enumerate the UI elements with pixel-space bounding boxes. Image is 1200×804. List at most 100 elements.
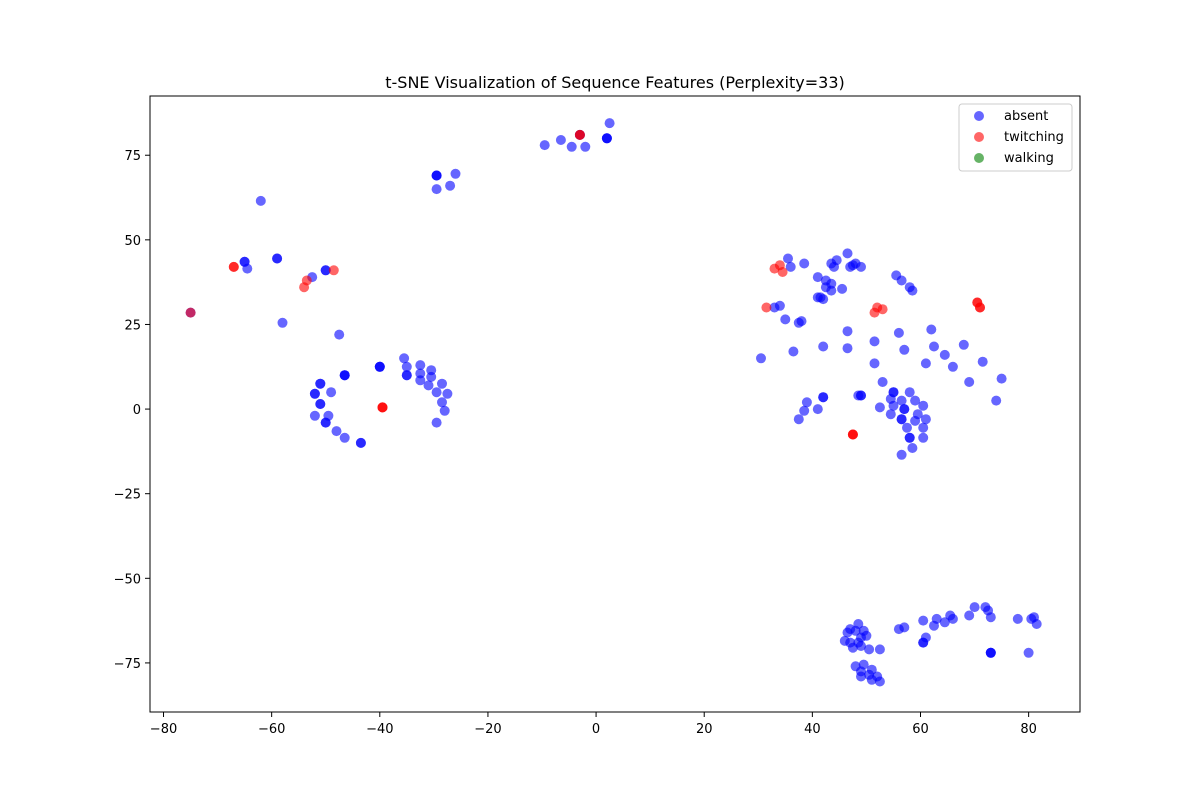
point-absent	[866, 664, 877, 675]
point-absent	[799, 405, 810, 416]
y-tick-label: −25	[114, 488, 141, 503]
x-tick-label: 60	[912, 722, 929, 737]
point-absent	[902, 422, 912, 433]
point-absent	[818, 392, 829, 403]
legend-label-twitching: twitching	[1004, 130, 1064, 145]
point-absent	[783, 253, 793, 264]
point-absent	[255, 195, 266, 206]
x-axis: −80 −60 −40 −20 0 20 40 60 80	[150, 712, 1037, 737]
point-absent	[918, 432, 929, 443]
point-absent	[423, 380, 434, 391]
point-absent	[326, 387, 337, 398]
point-absent	[785, 261, 796, 272]
point-absent	[539, 140, 550, 151]
point-absent	[874, 644, 885, 655]
point-absent	[899, 404, 910, 415]
point-absent	[339, 432, 350, 443]
point-absent	[445, 180, 456, 191]
point-absent	[320, 265, 331, 276]
chart-title: t-SNE Visualization of Sequence Features…	[385, 73, 844, 92]
point-absent	[856, 641, 866, 651]
y-tick-label: −50	[114, 572, 141, 587]
point-absent	[756, 353, 766, 364]
point-twitching	[377, 402, 388, 413]
point-absent	[439, 405, 450, 416]
y-tick-label: 25	[124, 318, 141, 333]
point-absent	[893, 327, 904, 338]
point-twitching	[847, 429, 858, 440]
legend-box	[958, 103, 1073, 172]
point-absent	[896, 449, 907, 460]
legend-label-walking: walking	[1004, 151, 1054, 166]
point-absent	[812, 272, 823, 283]
point-absent	[985, 647, 996, 658]
points-layer	[185, 118, 1042, 687]
point-absent	[920, 632, 931, 643]
point-absent	[920, 414, 931, 425]
point-absent	[969, 602, 980, 613]
point-absent	[788, 346, 799, 357]
point-absent	[896, 395, 907, 406]
legend-marker-absent	[974, 111, 984, 121]
point-absent	[874, 676, 885, 687]
point-absent	[415, 375, 426, 386]
point-absent	[812, 404, 823, 415]
point-twitching	[877, 304, 888, 315]
x-tick-label: 40	[804, 722, 821, 737]
point-twitching	[975, 302, 985, 313]
y-tick-label: 75	[124, 149, 141, 164]
point-absent	[309, 388, 320, 399]
point-absent	[939, 617, 950, 628]
point-absent	[604, 118, 615, 129]
point-absent	[977, 356, 988, 367]
point-absent	[842, 343, 853, 354]
point-absent	[555, 135, 566, 145]
point-absent	[896, 275, 907, 286]
point-absent	[918, 400, 929, 411]
legend-marker-twitching	[974, 132, 984, 142]
point-absent	[926, 324, 937, 335]
point-absent	[309, 410, 320, 421]
x-tick-label: −20	[474, 722, 501, 737]
x-tick-label: 0	[592, 722, 600, 737]
point-absent	[996, 373, 1007, 384]
point-absent	[920, 358, 931, 369]
point-absent	[1012, 613, 1023, 624]
point-absent	[339, 370, 350, 381]
legend: absent twitching walking	[958, 103, 1073, 172]
point-absent	[818, 341, 829, 352]
point-twitching	[328, 265, 339, 276]
x-tick-label: 80	[1020, 722, 1037, 737]
point-absent	[869, 336, 880, 347]
point-absent	[580, 141, 591, 152]
point-absent	[842, 326, 853, 337]
point-absent	[899, 344, 910, 355]
axes-frame	[149, 95, 1081, 713]
point-absent	[826, 278, 837, 289]
point-absent	[904, 387, 915, 398]
y-tick-label: 50	[124, 234, 141, 249]
point-absent	[431, 170, 442, 181]
point-absent	[315, 378, 326, 389]
point-absent	[437, 397, 447, 408]
point-absent	[601, 133, 612, 144]
point-absent	[1026, 613, 1037, 624]
point-absent	[907, 285, 918, 296]
point-absent	[947, 613, 958, 624]
point-absent	[818, 294, 829, 305]
y-tick-label: −75	[114, 657, 141, 672]
point-absent	[861, 630, 872, 641]
point-absent	[964, 610, 975, 621]
point-absent	[331, 426, 342, 437]
point-absent	[985, 612, 996, 623]
point-absent	[939, 349, 950, 360]
point-absent	[853, 619, 864, 629]
point-absent	[277, 317, 288, 328]
point-absent	[401, 370, 412, 381]
point-absent	[442, 388, 453, 399]
x-tick-label: −60	[258, 722, 285, 737]
point-absent	[964, 377, 975, 387]
x-tick-label: −40	[366, 722, 393, 737]
